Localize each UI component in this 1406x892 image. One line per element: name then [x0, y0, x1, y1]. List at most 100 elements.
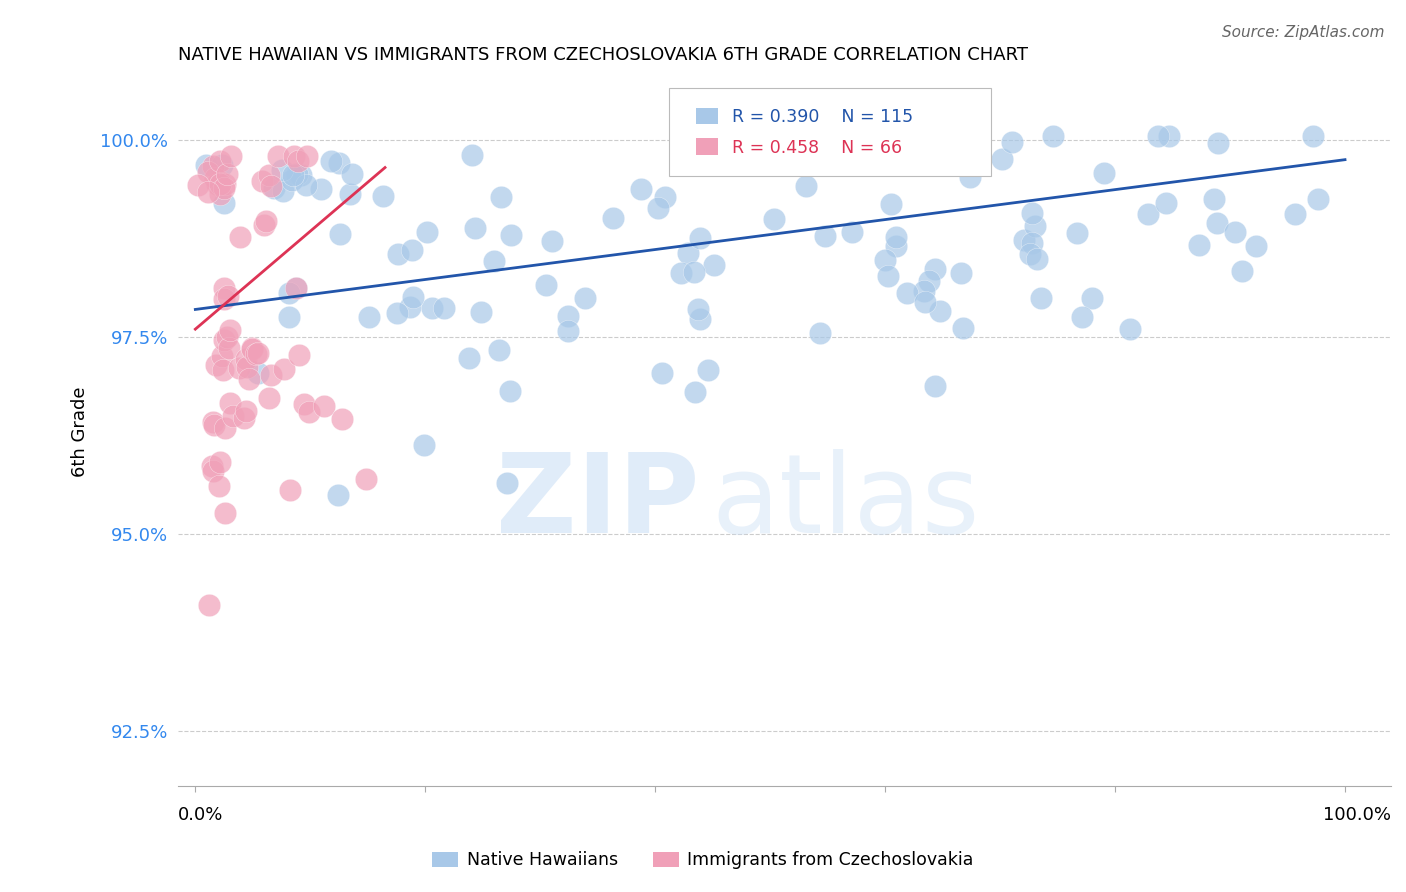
Point	[271, 184, 294, 198]
Point	[461, 148, 484, 162]
Point	[259, 168, 281, 182]
Point	[676, 245, 699, 260]
Point	[329, 227, 352, 242]
Point	[295, 149, 318, 163]
Point	[1066, 227, 1088, 241]
Text: NATIVE HAWAIIAN VS IMMIGRANTS FROM CZECHOSLOVAKIA 6TH GRADE CORRELATION CHART: NATIVE HAWAIIAN VS IMMIGRANTS FROM CZECH…	[179, 46, 1028, 64]
Point	[253, 218, 276, 232]
Point	[207, 177, 229, 191]
Point	[311, 181, 333, 195]
Point	[222, 409, 245, 424]
Point	[1021, 206, 1043, 220]
Point	[235, 404, 257, 418]
Y-axis label: 6th Grade: 6th Grade	[72, 386, 89, 477]
Point	[1204, 192, 1226, 206]
Point	[198, 598, 221, 612]
Point	[204, 171, 226, 186]
Point	[703, 258, 725, 272]
Point	[201, 159, 224, 173]
Point	[401, 243, 423, 257]
Point	[209, 187, 232, 202]
Point	[1001, 135, 1024, 149]
Point	[218, 396, 240, 410]
Point	[229, 229, 252, 244]
Point	[283, 168, 305, 182]
Point	[319, 153, 342, 168]
Point	[271, 162, 294, 177]
Point	[1246, 239, 1268, 253]
Point	[194, 158, 217, 172]
Point	[235, 359, 257, 374]
Point	[217, 289, 239, 303]
Point	[273, 362, 295, 376]
Point	[211, 158, 233, 172]
Point	[814, 229, 837, 244]
Point	[1206, 216, 1229, 230]
Point	[357, 310, 380, 325]
Point	[924, 261, 946, 276]
Point	[952, 320, 974, 334]
Point	[1230, 264, 1253, 278]
Point	[488, 343, 510, 357]
Point	[260, 179, 283, 194]
Point	[557, 324, 579, 338]
Text: ZIP: ZIP	[496, 449, 700, 556]
Point	[240, 341, 263, 355]
Point	[794, 179, 817, 194]
Point	[217, 330, 239, 344]
Point	[912, 284, 935, 298]
Point	[212, 181, 235, 195]
Point	[288, 348, 311, 362]
Point	[263, 181, 285, 195]
Point	[602, 211, 624, 226]
Point	[966, 128, 988, 143]
Point	[810, 326, 832, 340]
Point	[212, 281, 235, 295]
Point	[697, 362, 720, 376]
Text: Source: ZipAtlas.com: Source: ZipAtlas.com	[1222, 25, 1385, 40]
Point	[187, 178, 209, 192]
Point	[1024, 219, 1046, 233]
Point	[536, 278, 558, 293]
Point	[929, 304, 952, 318]
Point	[201, 464, 224, 478]
Point	[1308, 192, 1330, 206]
Point	[470, 305, 492, 319]
Point	[214, 196, 236, 211]
Point	[1029, 291, 1052, 305]
Point	[841, 225, 863, 239]
Point	[412, 438, 434, 452]
Point	[208, 174, 231, 188]
Point	[202, 417, 225, 432]
Text: 0.0%: 0.0%	[179, 806, 224, 824]
Point	[540, 235, 562, 249]
Point	[211, 349, 233, 363]
Point	[201, 415, 224, 429]
Point	[769, 146, 792, 161]
Point	[209, 455, 232, 469]
Point	[232, 410, 254, 425]
Point	[464, 220, 486, 235]
Point	[246, 345, 269, 359]
Point	[1284, 207, 1306, 221]
Point	[295, 178, 318, 193]
Point	[1118, 322, 1140, 336]
Point	[218, 341, 240, 355]
Point	[654, 189, 676, 203]
Point	[218, 323, 240, 337]
Point	[280, 173, 302, 187]
Text: 100.0%: 100.0%	[1323, 806, 1391, 824]
Point	[498, 384, 520, 399]
Point	[214, 420, 236, 434]
Point	[328, 156, 350, 170]
Point	[489, 190, 512, 204]
Text: R = 0.458    N = 66: R = 0.458 N = 66	[733, 139, 903, 157]
FancyBboxPatch shape	[669, 87, 991, 177]
Point	[330, 412, 353, 426]
Point	[1137, 207, 1160, 221]
Point	[1159, 128, 1181, 143]
Point	[1012, 233, 1035, 247]
Point	[219, 149, 242, 163]
Point	[990, 152, 1012, 166]
Point	[254, 214, 277, 228]
